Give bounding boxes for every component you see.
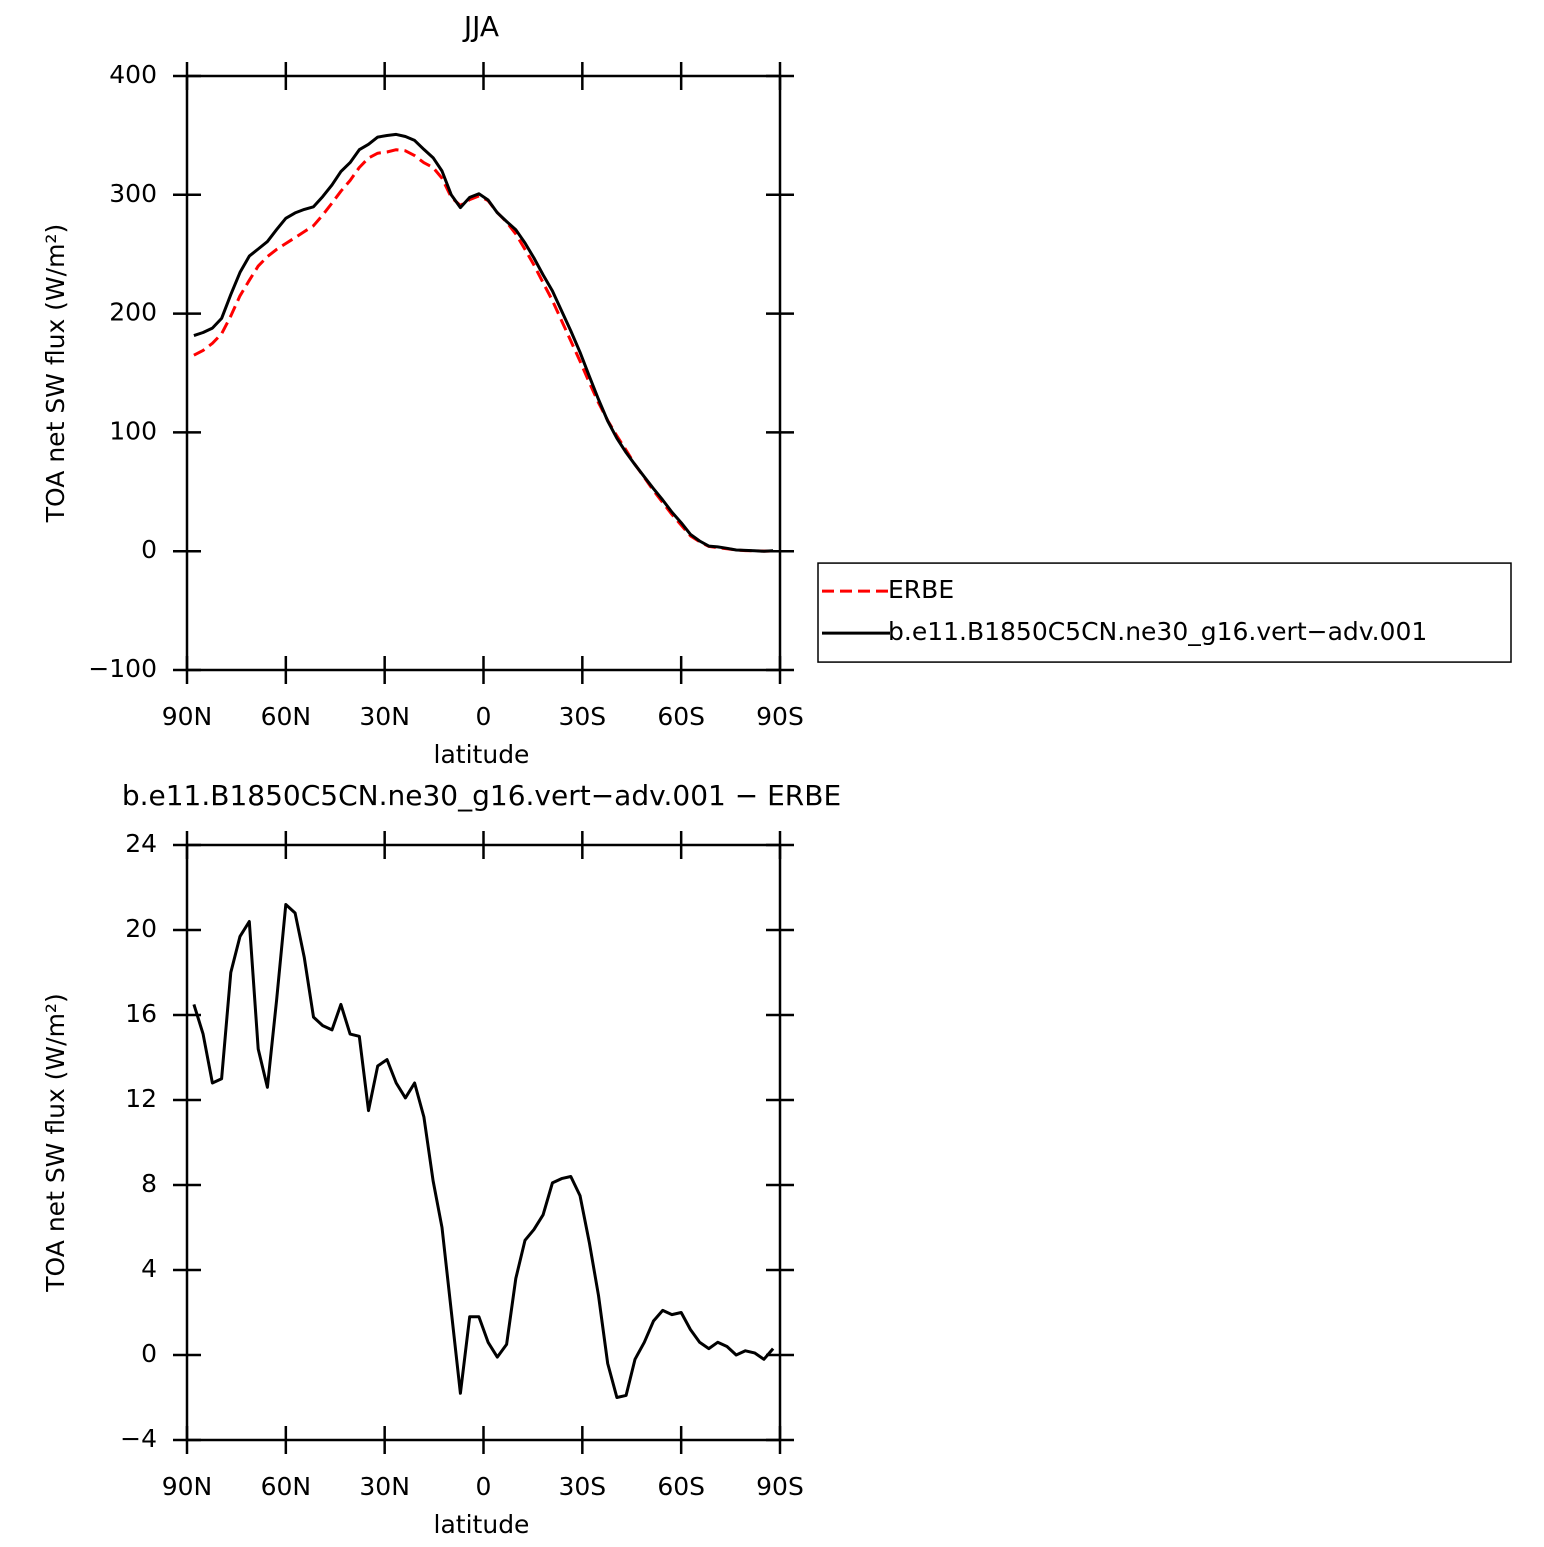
plot-frame [185, 74, 782, 672]
x-tick-label: 30S [558, 702, 606, 731]
y-tick-label: 12 [125, 1084, 157, 1113]
legend-box [817, 562, 1512, 663]
x-tick-label: 30N [359, 1472, 410, 1501]
y-tick-label: 300 [109, 179, 157, 208]
series-line [192, 903, 775, 1399]
x-tick-label: 90N [162, 702, 213, 731]
x-tick-label: 60S [657, 1472, 705, 1501]
x-tick-label: 60N [261, 702, 312, 731]
y-tick-label: 8 [141, 1169, 157, 1198]
y-tick-label: 400 [109, 60, 157, 89]
plot-frame [185, 843, 782, 1442]
x-axis-label: latitude [434, 1510, 530, 1539]
legend-label: ERBE [888, 575, 954, 604]
y-tick-label: 100 [109, 416, 157, 445]
y-axis-label: TOA net SW flux (W/m²) [41, 224, 70, 523]
x-tick-label: 60S [657, 702, 705, 731]
chart-title: JJA [462, 10, 499, 43]
chart-title: b.e11.B1850C5CN.ne30_g16.vert−adv.001 − … [122, 779, 841, 812]
y-tick-label: 16 [125, 999, 157, 1028]
y-axis-label: TOA net SW flux (W/m²) [41, 993, 70, 1292]
x-axis-label: latitude [434, 740, 530, 769]
y-tick-label: 4 [141, 1254, 157, 1283]
y-tick-label: 0 [141, 535, 157, 564]
x-tick-label: 60N [261, 1472, 312, 1501]
x-tick-label: 90N [162, 1472, 213, 1501]
y-tick-label: 20 [125, 914, 157, 943]
series-line [193, 148, 774, 553]
x-tick-label: 90S [756, 1472, 804, 1501]
y-tick-label: −100 [88, 654, 157, 683]
x-tick-label: 0 [476, 702, 492, 731]
legend-label: b.e11.B1850C5CN.ne30_g16.vert−adv.001 [888, 617, 1427, 646]
y-tick-label: −4 [120, 1424, 157, 1453]
y-tick-label: 200 [109, 298, 157, 327]
x-tick-label: 30S [558, 1472, 606, 1501]
y-tick-label: 0 [141, 1339, 157, 1368]
x-tick-label: 0 [476, 1472, 492, 1501]
y-tick-label: 24 [125, 829, 157, 858]
x-tick-label: 90S [756, 702, 804, 731]
x-tick-label: 30N [359, 702, 410, 731]
series-line [193, 132, 774, 553]
